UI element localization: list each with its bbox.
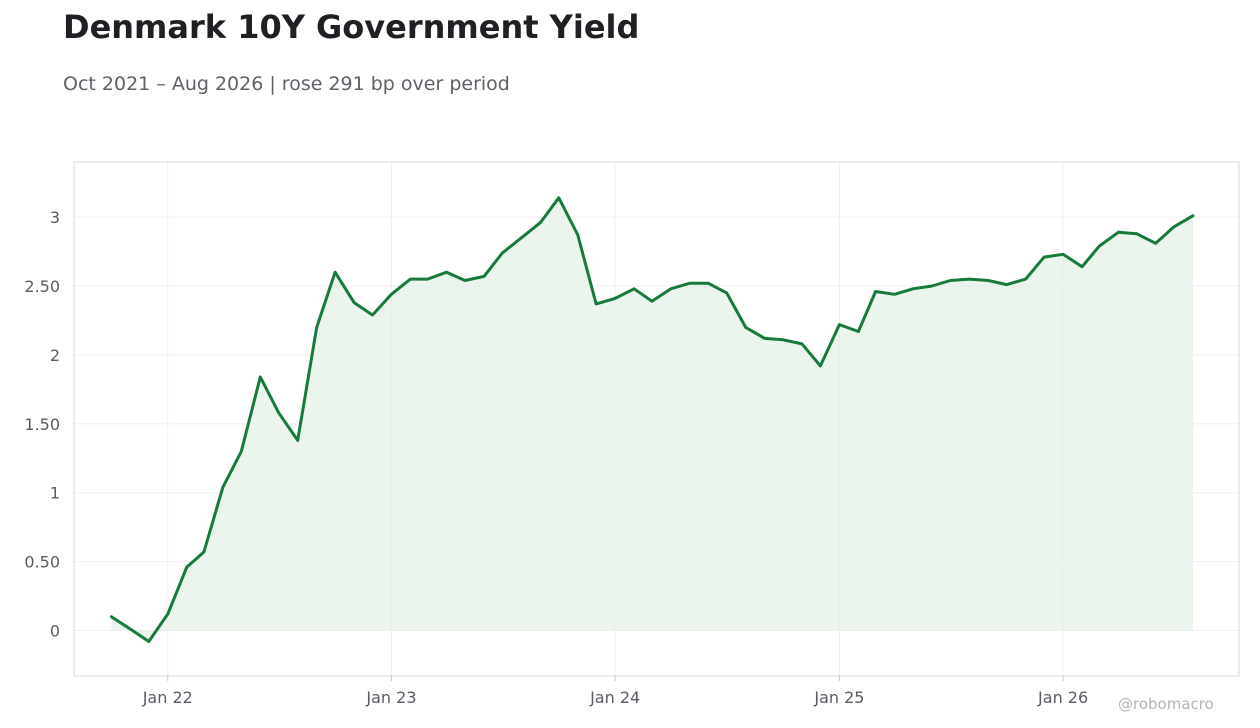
x-tick-label: Jan 24 [589,688,640,707]
x-tick-label: Jan 25 [813,688,864,707]
plot-frame [73,161,1240,677]
watermark: @robomacro [1118,695,1214,713]
y-tick-label: 2.50 [24,277,60,296]
chart-subtitle: Oct 2021 – Aug 2026 | rose 291 bp over p… [63,73,510,95]
y-tick-label: 1 [50,484,60,503]
y-tick-label: 3 [50,208,60,227]
x-tick-label: Jan 23 [365,688,416,707]
x-tick-label: Jan 26 [1037,688,1088,707]
y-tick-label: 0 [50,622,60,641]
x-tick-label: Jan 22 [142,688,193,707]
tick-layer: 0 0.50 1 1.50 2 2.50 3 Jan 22 Jan 23 Jan 24 Jan 25… [24,208,1088,707]
y-tick-label: 1.50 [24,415,60,434]
chart-title: Denmark 10Y Government Yield [63,8,640,46]
y-tick-label: 0.50 [24,553,60,572]
yield-area-fill [111,197,1193,642]
yield-series-line [109,196,1195,643]
y-tick-label: 2 [50,346,60,365]
